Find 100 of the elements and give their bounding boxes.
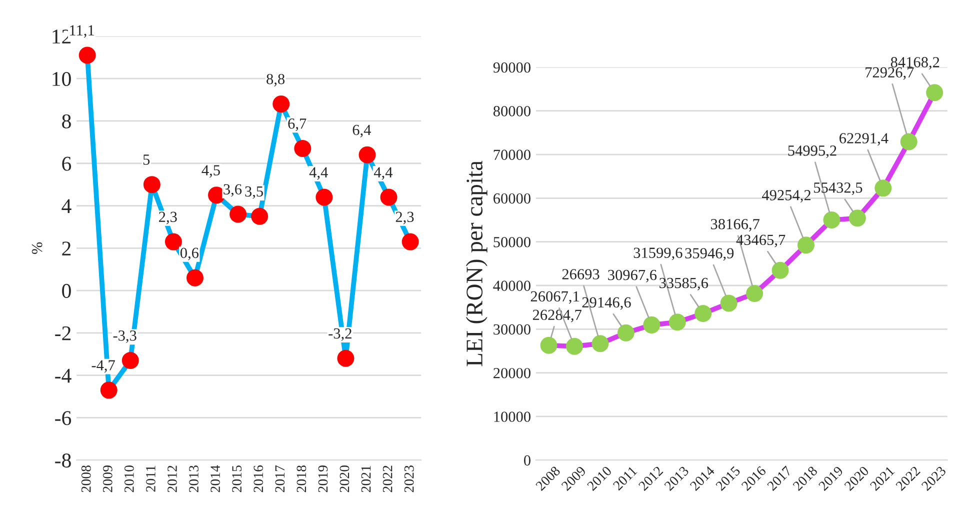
data-label: 55432,5 <box>814 182 862 195</box>
data-label: 54995,2 <box>788 146 836 158</box>
data-label: -3,2 <box>328 328 352 341</box>
point <box>251 208 268 225</box>
x-tick-label: 2020 <box>340 466 350 492</box>
point <box>100 382 118 399</box>
point <box>848 210 866 227</box>
y-tick-label: 30000 <box>494 324 530 335</box>
data-label: 26067,1 <box>530 291 579 304</box>
data-label: 29146,6 <box>582 297 631 310</box>
y-tick-label: -2 <box>55 326 71 340</box>
point <box>772 262 789 279</box>
x-tick-label: 2015 <box>232 466 242 492</box>
x-tick-label: 2017 <box>275 465 285 492</box>
data-label: 6,7 <box>288 118 306 131</box>
data-label: 72926,7 <box>866 67 914 80</box>
y-tick-label: -8 <box>55 454 71 468</box>
x-tick-label: 2010 <box>124 466 134 492</box>
point <box>694 305 712 322</box>
data-label: 84168,2 <box>890 57 940 70</box>
data-label: -4,7 <box>92 360 115 373</box>
point <box>316 188 333 206</box>
data-label: -3,3 <box>113 330 136 343</box>
y-tick-label: 40000 <box>493 280 530 291</box>
x-tick-label: 2019 <box>318 466 328 492</box>
point <box>926 84 944 102</box>
y-axis-title: LEI (RON) per capita <box>466 160 488 366</box>
point <box>337 350 354 367</box>
point <box>643 316 660 334</box>
point <box>746 285 764 302</box>
data-label: 3,5 <box>245 186 263 199</box>
y-axis-title: % <box>32 242 42 254</box>
data-label: 8,8 <box>266 74 285 86</box>
data-label: 6,4 <box>352 124 372 138</box>
y-tick-label: 70000 <box>494 150 530 160</box>
point <box>208 186 226 204</box>
data-label: 5 <box>143 154 150 165</box>
point <box>186 269 204 286</box>
data-label: 33585,6 <box>660 278 708 290</box>
point <box>900 133 918 150</box>
point <box>540 336 558 354</box>
point <box>797 236 814 254</box>
point <box>122 352 139 370</box>
point <box>380 188 398 206</box>
x-tick-label: 2018 <box>296 466 306 492</box>
y-tick-label: -4 <box>55 368 72 383</box>
data-label: 62291,4 <box>840 133 888 146</box>
point <box>617 324 634 342</box>
y-tick-label: 90000 <box>493 62 530 73</box>
point <box>78 46 96 64</box>
point <box>720 294 738 312</box>
point <box>230 206 247 223</box>
point <box>358 146 376 164</box>
data-label: 4,4 <box>309 167 328 180</box>
data-label: 30967,6 <box>608 270 657 282</box>
x-tick-label: 2014 <box>210 465 220 492</box>
point <box>874 180 892 197</box>
x-tick-label: 2011 <box>146 466 156 492</box>
x-tick-label: 2009 <box>102 466 112 492</box>
x-tick-label: 2021 <box>361 466 371 492</box>
y-tick-label: -6 <box>55 411 72 426</box>
data-label: 26284,7 <box>532 310 582 322</box>
data-label: 2,3 <box>159 212 177 224</box>
y-tick-label: 0 <box>62 284 71 298</box>
data-label: 43465,7 <box>736 234 786 248</box>
x-tick-label: 2012 <box>168 466 177 492</box>
y-tick-label: 60000 <box>494 193 530 204</box>
y-tick-label: 10 <box>52 72 71 86</box>
data-label: 4,4 <box>374 167 393 180</box>
x-tick-label: 2011 <box>612 466 638 491</box>
y-tick-label: 0 <box>524 455 530 466</box>
point <box>592 335 609 352</box>
point <box>164 233 182 250</box>
y-tick-label: 8 <box>62 114 71 128</box>
x-tick-label: 2016 <box>254 465 264 492</box>
y-tick-label: 50000 <box>494 236 530 248</box>
y-tick-label: 80000 <box>493 106 530 116</box>
x-tick-label: 2013 <box>189 466 198 492</box>
x-tick-label: 2022 <box>382 466 392 492</box>
point <box>272 96 290 113</box>
x-tick-label: 2023 <box>404 466 414 492</box>
y-tick-label: 4 <box>62 199 72 213</box>
point <box>566 338 584 355</box>
y-tick-label: 6 <box>62 156 72 171</box>
data-label: 26693 <box>562 269 600 280</box>
data-label: 38166,7 <box>710 218 760 232</box>
data-label: 3,6 <box>224 184 242 197</box>
data-label: 11,1 <box>70 25 94 38</box>
data-label: 49254,2 <box>762 190 811 203</box>
data-label: 0,6 <box>180 248 199 260</box>
y-tick-label: 20000 <box>494 368 530 378</box>
data-label: 31599,6 <box>634 248 682 260</box>
point <box>294 140 312 158</box>
data-label: 4,5 <box>202 165 220 178</box>
y-tick-label: 2 <box>62 242 71 256</box>
data-label: 35946,9 <box>685 248 734 261</box>
data-label: 2,3 <box>396 212 414 224</box>
point <box>143 176 160 194</box>
point <box>402 233 419 250</box>
y-tick-label: 10000 <box>494 412 530 422</box>
